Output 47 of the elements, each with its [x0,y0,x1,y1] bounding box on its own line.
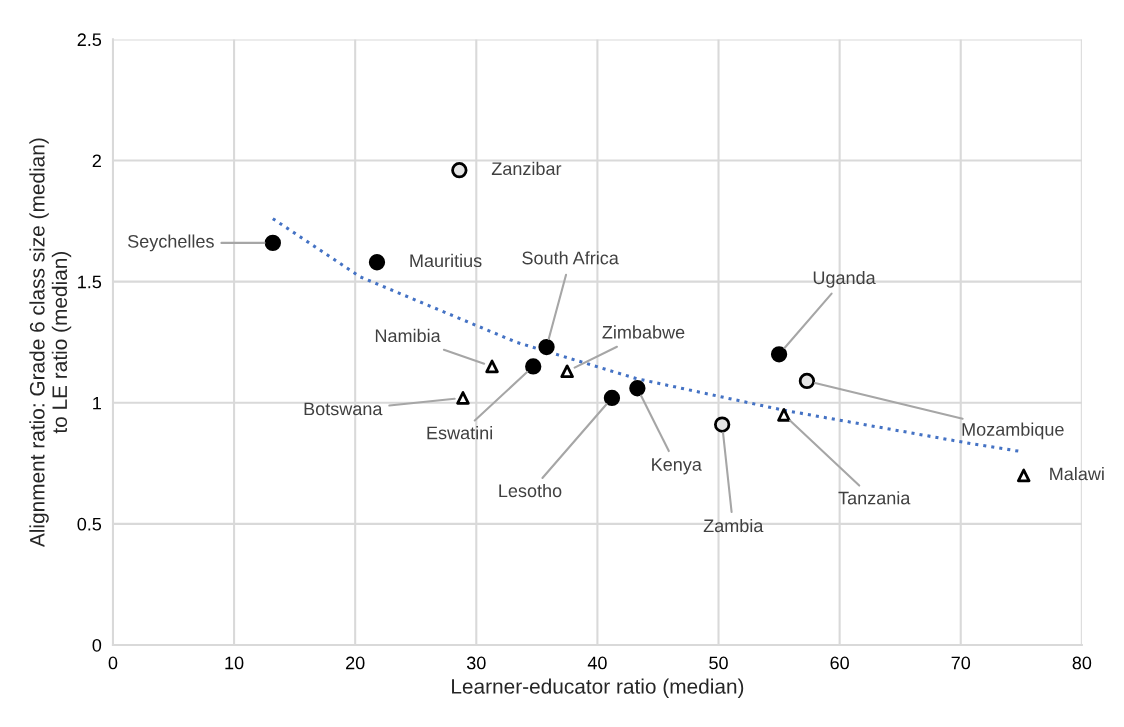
y-tick-label: 0.5 [77,517,102,531]
x-tick-label: 10 [225,656,244,670]
y-tick-label: 0 [92,638,102,652]
point [368,254,386,271]
annotation: Seychelles [128,234,214,252]
point [264,234,281,252]
annotation: South Africa [522,251,619,265]
x-tick-label: 30 [466,656,486,670]
y-tick-label: 1.5 [78,275,102,289]
annotation: Mauritius [410,253,482,268]
annotation: Zambia [703,518,764,533]
y-tick-label: 2.5 [77,33,102,47]
annotation: Zimbabwe [602,325,685,339]
x-tick-label: 60 [830,656,849,670]
point [713,416,731,433]
annotation: Lesotho [499,483,562,498]
point [629,380,646,397]
annotation: Namibia [375,328,441,343]
annotation: Tanzania [838,491,911,505]
x-tick-label: 70 [951,656,971,670]
x-tick-label: 80 [1072,656,1092,670]
point [770,346,788,363]
annotation: Uganda [813,270,876,288]
point [1016,468,1031,483]
x-axis-title: Learner-educator ratio (median) [452,678,744,698]
annotation: Eswatini [427,426,493,440]
x-tick-label: 50 [709,656,728,670]
point [451,162,468,179]
point [777,408,791,422]
annotation: Kenya [652,458,702,475]
point [603,389,621,407]
y-tick-label: 1 [93,396,101,410]
annotation: Malawi [1050,467,1104,481]
point [456,391,470,405]
point [560,364,574,379]
y-axis-title: Alignment ratio: Grade 6 class size (median) to LE ratio (median) [29,138,72,548]
point [525,358,542,375]
x-tick-label: 20 [346,656,365,670]
point [485,359,499,374]
x-tick-label: 40 [587,656,607,670]
annotation: Botswana [304,402,383,416]
annotation: Mozambique [962,422,1064,440]
y-tick-label: 2 [92,154,101,168]
point [538,338,555,356]
annotation: Zanzibar [491,161,562,176]
x-tick-label: 0 [108,656,118,670]
point [798,372,816,390]
